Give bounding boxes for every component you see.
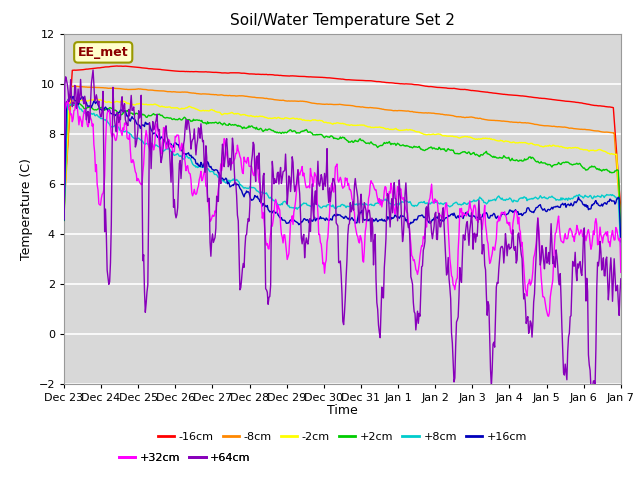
Text: EE_met: EE_met	[78, 46, 129, 59]
Legend: +32cm, +64cm: +32cm, +64cm	[114, 449, 255, 468]
Y-axis label: Temperature (C): Temperature (C)	[20, 158, 33, 260]
Title: Soil/Water Temperature Set 2: Soil/Water Temperature Set 2	[230, 13, 455, 28]
X-axis label: Time: Time	[327, 405, 358, 418]
